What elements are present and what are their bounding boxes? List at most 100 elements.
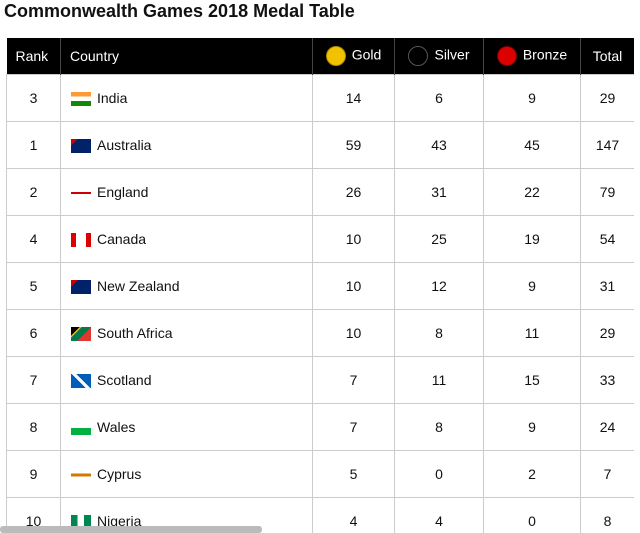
- table-cell: 11: [394, 356, 484, 404]
- cell-text: 43: [431, 137, 447, 153]
- cell-text: 0: [435, 466, 443, 482]
- cell-text: 10: [345, 278, 362, 294]
- table-cell: 8: [394, 403, 484, 451]
- table-container: Rank Country Gold Silver Bronze Total 3 I…: [6, 38, 634, 533]
- cell-text: 1: [29, 137, 38, 153]
- flag-icon: [71, 515, 91, 530]
- header-cell: Rank: [6, 38, 61, 75]
- cell-text: 2: [29, 184, 38, 200]
- country-name: New Zealand: [97, 277, 180, 294]
- cell-text: 9: [528, 90, 536, 106]
- cell-text: 9: [29, 466, 38, 482]
- cell-text: 25: [431, 231, 447, 247]
- table-cell: 4: [6, 215, 61, 263]
- country-name: Scotland: [97, 371, 152, 388]
- flag-icon: [71, 186, 91, 201]
- flag-icon: [71, 139, 91, 154]
- cell-text: 0: [528, 513, 536, 529]
- cell-text: 6: [29, 325, 38, 341]
- flag-icon: [71, 233, 91, 248]
- table-row: 6 South Africa 10 8 11 29: [6, 309, 634, 357]
- table-row: 3 India 14 6 9 29: [6, 74, 634, 122]
- country-cell: South Africa: [60, 309, 313, 357]
- country-name: India: [97, 89, 128, 106]
- cell-text: 26: [345, 184, 362, 200]
- page-title: Commonwealth Games 2018 Medal Table: [4, 1, 355, 21]
- table-cell: 14: [312, 74, 395, 122]
- cell-text: 24: [599, 419, 616, 435]
- table-cell: 7: [580, 450, 634, 498]
- cell-text: 5: [349, 466, 358, 482]
- table-cell: 12: [394, 262, 484, 310]
- table-cell: 5: [312, 450, 395, 498]
- cell-text: 12: [431, 278, 447, 294]
- cell-text: 7: [349, 419, 358, 435]
- table-cell: 8: [394, 309, 484, 357]
- country-cell: New Zealand: [60, 262, 313, 310]
- table-cell: 4: [312, 497, 395, 533]
- table-cell: 43: [394, 121, 484, 169]
- table-cell: 9: [483, 262, 581, 310]
- cell-text: 8: [435, 325, 443, 341]
- country-cell: Australia: [60, 121, 313, 169]
- cell-text: 9: [528, 278, 536, 294]
- flag-icon: [71, 421, 91, 436]
- table-cell: 45: [483, 121, 581, 169]
- country-name: Nigeria: [97, 512, 142, 529]
- flag-icon: [71, 374, 91, 389]
- table-cell: 31: [394, 168, 484, 216]
- table-cell: 8: [6, 403, 61, 451]
- flag-icon: [71, 327, 91, 342]
- header-text: Total: [592, 48, 623, 64]
- header-row: Rank Country Gold Silver Bronze Total: [6, 38, 634, 75]
- table-row: 7 Scotland 7 11 15 33: [6, 356, 634, 404]
- country-cell: Wales: [60, 403, 313, 451]
- cell-text: 8: [435, 419, 443, 435]
- header-cell: Country: [60, 38, 313, 75]
- scrollbar[interactable]: [0, 526, 262, 533]
- table-cell: 25: [394, 215, 484, 263]
- cell-text: 7: [603, 466, 612, 482]
- table-row: 2 England 26 31 22 79: [6, 168, 634, 216]
- table-cell: 5: [6, 262, 61, 310]
- country-cell: Canada: [60, 215, 313, 263]
- cell-text: 79: [599, 184, 616, 200]
- cell-text: 22: [524, 184, 540, 200]
- table-row: 8 Wales 7 8 9 24: [6, 403, 634, 451]
- cell-text: 2: [528, 466, 536, 482]
- country-name: Australia: [97, 136, 152, 153]
- cell-text: 9: [528, 419, 536, 435]
- cell-text: 6: [435, 90, 443, 106]
- country-cell: India: [60, 74, 313, 122]
- table-cell: 10: [312, 309, 395, 357]
- table-cell: 3: [6, 74, 61, 122]
- table-cell: 26: [312, 168, 395, 216]
- cell-text: 3: [29, 90, 38, 106]
- cell-text: 5: [29, 278, 38, 294]
- header-cell: Bronze: [483, 38, 581, 75]
- table-cell: 9: [6, 450, 61, 498]
- table-row: 9 Cyprus 5 0 2 7: [6, 450, 634, 498]
- cell-text: 8: [603, 513, 612, 529]
- table-row: 5 New Zealand 10 12 9 31: [6, 262, 634, 310]
- cell-text: 31: [431, 184, 447, 200]
- country-name: England: [97, 183, 149, 200]
- table-cell: 9: [483, 403, 581, 451]
- cell-text: 29: [599, 90, 616, 106]
- table-cell: 7: [312, 356, 395, 404]
- header-cell: Total: [580, 38, 634, 75]
- table-cell: 147: [580, 121, 634, 169]
- table-cell: 4: [394, 497, 484, 533]
- cell-text: 59: [345, 137, 362, 153]
- cell-text: 54: [599, 231, 616, 247]
- cell-text: 147: [595, 137, 620, 153]
- flag-icon: [71, 92, 91, 107]
- cell-text: 4: [435, 513, 443, 529]
- cell-text: 4: [29, 231, 38, 247]
- cell-text: 4: [349, 513, 358, 529]
- table-cell: 0: [394, 450, 484, 498]
- country-name: South Africa: [97, 324, 173, 341]
- table-cell: 7: [6, 356, 61, 404]
- table-cell: 79: [580, 168, 634, 216]
